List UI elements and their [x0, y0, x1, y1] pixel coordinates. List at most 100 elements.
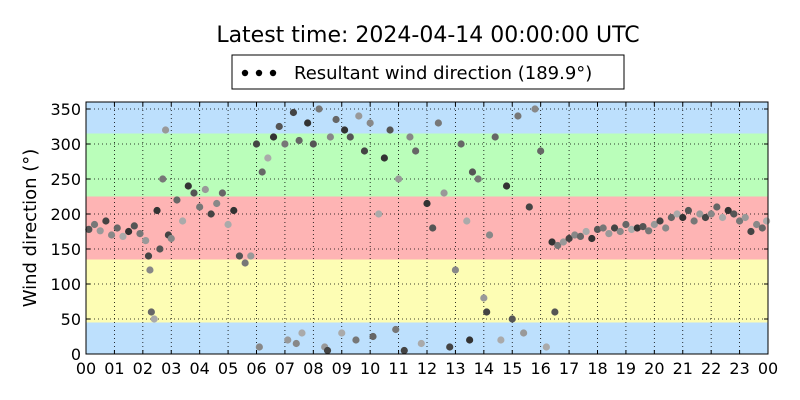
data-point: [451, 266, 460, 274]
data-point: [153, 206, 161, 215]
legend: Resultant wind direction (189.9°): [231, 54, 625, 90]
y-tick-label: 50: [61, 310, 81, 329]
data-point: [258, 168, 266, 176]
legend-marker: [269, 69, 277, 77]
data-point: [508, 315, 516, 323]
data-point: [485, 231, 494, 239]
data-point: [346, 133, 354, 141]
x-tick-label: 05: [218, 359, 238, 378]
data-point: [753, 220, 761, 229]
y-tick-label: 100: [50, 275, 81, 294]
x-tick-label: 19: [616, 359, 636, 378]
data-point: [593, 225, 602, 233]
data-point: [571, 231, 579, 239]
data-point: [713, 203, 721, 211]
data-point: [136, 230, 144, 238]
data-point: [167, 234, 175, 243]
data-point: [392, 325, 400, 334]
x-tick-label: 10: [360, 359, 380, 378]
data-point: [113, 224, 121, 232]
data-point: [150, 315, 158, 323]
data-point: [542, 343, 550, 351]
data-point: [758, 224, 766, 232]
data-point: [412, 147, 420, 155]
data-point: [483, 308, 491, 316]
legend-marker: [255, 69, 263, 77]
chart-title: Latest time: 2024-04-14 00:00:00 UTC: [216, 23, 639, 48]
data-point: [281, 140, 289, 148]
y-tick-label: 350: [50, 100, 81, 119]
data-point: [309, 140, 317, 148]
data-point: [201, 185, 209, 194]
data-point: [531, 105, 539, 113]
data-point: [423, 199, 431, 208]
y-tick-label: 0: [71, 345, 81, 364]
data-point: [252, 140, 261, 148]
data-point: [610, 224, 619, 232]
data-point: [673, 210, 681, 218]
data-point: [332, 115, 340, 124]
data-point: [633, 224, 641, 232]
y-axis-label: Wind direction (°): [20, 149, 41, 308]
data-point: [218, 189, 226, 197]
data-point: [323, 346, 332, 355]
x-tick-label: 07: [275, 359, 295, 378]
data-point: [247, 252, 255, 260]
x-tick-label: 01: [104, 359, 124, 378]
data-point: [747, 227, 755, 236]
data-point: [667, 213, 675, 222]
data-point: [537, 147, 545, 155]
x-tick-label: 11: [388, 359, 408, 378]
x-tick-label: 23: [729, 359, 749, 378]
data-point: [576, 232, 585, 240]
data-point: [295, 136, 303, 145]
data-point: [315, 105, 323, 113]
data-points: [85, 105, 771, 355]
data-point: [599, 224, 607, 232]
x-tick-label: 00: [758, 359, 778, 378]
data-point: [255, 343, 263, 351]
x-tick-label: 09: [332, 359, 352, 378]
data-point: [429, 224, 437, 232]
data-point: [645, 227, 653, 235]
data-point: [400, 346, 408, 355]
data-point: [190, 189, 198, 197]
data-point: [417, 339, 425, 348]
data-point: [292, 339, 300, 348]
data-point: [269, 133, 278, 141]
data-point: [241, 259, 249, 267]
data-point: [352, 336, 360, 344]
data-point: [284, 336, 292, 344]
y-tick-label: 300: [50, 135, 81, 154]
x-tick-label: 13: [445, 359, 465, 378]
y-tick-label: 150: [50, 240, 81, 259]
data-point: [125, 227, 133, 236]
data-point: [762, 217, 771, 225]
legend-box: [231, 54, 625, 90]
data-point: [179, 217, 187, 225]
x-tick-label: 02: [133, 359, 153, 378]
data-point: [718, 213, 727, 222]
data-point: [224, 220, 232, 229]
data-point: [96, 227, 104, 235]
data-point: [85, 225, 93, 233]
data-point: [340, 126, 349, 134]
data-point: [701, 213, 710, 222]
data-point: [289, 108, 298, 117]
data-point: [298, 329, 306, 337]
data-point: [622, 220, 630, 229]
data-point: [582, 227, 590, 236]
data-point: [434, 119, 442, 127]
x-tick-label: 08: [303, 359, 323, 378]
y-tick-label: 200: [50, 205, 81, 224]
data-point: [662, 224, 670, 232]
x-tick-label: 14: [474, 359, 494, 378]
data-point: [497, 336, 505, 344]
x-tick-label: 16: [530, 359, 550, 378]
x-tick-label: 12: [417, 359, 437, 378]
x-tick-label: 04: [189, 359, 209, 378]
data-point: [474, 175, 482, 183]
data-point: [639, 223, 647, 231]
data-point: [304, 119, 312, 127]
data-point: [565, 234, 573, 243]
